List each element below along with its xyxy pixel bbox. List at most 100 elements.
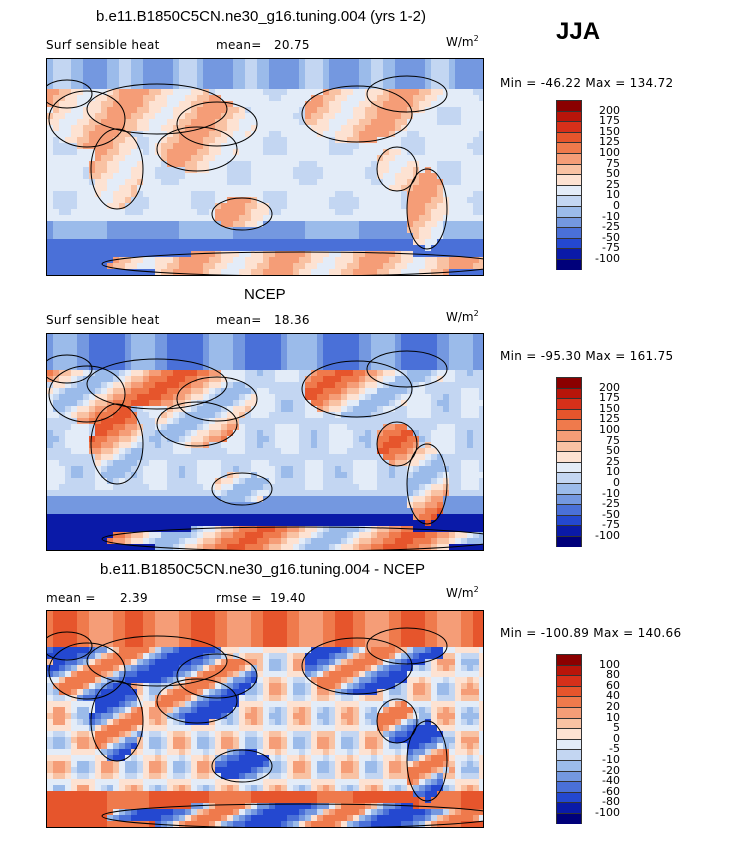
map-cell [53,430,60,437]
map-cell [95,472,102,479]
map-cell [473,89,480,96]
map-cell [209,131,216,138]
map-cell [347,155,354,162]
map-cell [395,364,402,371]
map-cell [281,508,288,515]
map-cell [185,71,192,78]
map-cell [101,215,108,222]
map-cell [257,370,264,377]
map-cell [53,394,60,401]
map-cell [59,478,66,485]
map-cell [197,388,204,395]
map-cell [383,71,390,78]
map-cell [209,340,216,347]
map-cell [329,185,336,192]
map-cell [257,358,264,365]
map-cell [215,71,222,78]
map-cell [251,382,258,389]
map-cell [95,179,102,186]
map-cell [317,448,324,455]
map-cell [257,83,264,90]
map-cell [83,502,90,509]
map-cell [377,376,384,383]
map-cell [311,203,318,210]
map-cell [269,412,276,419]
map-cell [275,233,282,240]
map-cell [179,412,186,419]
map-cell [377,89,384,96]
map-cell [137,209,144,216]
map-cell [227,394,234,401]
map-cell [341,382,348,389]
map-cell [413,155,420,162]
map-cell [239,430,246,437]
map-cell [47,502,54,509]
map-cell [137,418,144,425]
map-cell [365,113,372,120]
colorbar-box [556,163,582,175]
map-cell [395,376,402,383]
map-cell [431,203,438,210]
map-cell [389,107,396,114]
map-cell [341,269,348,275]
map-cell [143,143,150,150]
map-cell [365,514,372,521]
map-cell [131,400,138,407]
map-cell [161,448,168,455]
map-cell [467,269,474,275]
map-cell [227,412,234,419]
map-cell [215,388,222,395]
map-cell [401,496,408,503]
map-cell [353,155,360,162]
map-cell [131,460,138,467]
map-cell [257,418,264,425]
map-cell [125,101,132,108]
map-cell [59,520,66,527]
map-cell [425,334,432,341]
map-cell [257,508,264,515]
map-cell [131,59,138,66]
map-cell [395,185,402,192]
map-cell [407,430,414,437]
map-cell [227,71,234,78]
map-cell [413,376,420,383]
map-cell [401,490,408,497]
map-cell [431,406,438,413]
map-cell [239,179,246,186]
map-cell [263,245,270,252]
map-cell [197,430,204,437]
map-cell [89,83,96,90]
map-cell [431,490,438,497]
map-cell [83,388,90,395]
map-cell [425,466,432,473]
map-cell [47,496,54,503]
map-cell [269,161,276,168]
map-cell [377,454,384,461]
map-cell [401,209,408,216]
map-cell [185,197,192,204]
map-cell [71,436,78,443]
map-cell [137,508,144,515]
map-cell [335,161,342,168]
map-cell [227,221,234,228]
map-cell [269,167,276,174]
map-cell [353,370,360,377]
map-cell [167,149,174,156]
map-cell [431,107,438,114]
map-cell [239,508,246,515]
map-cell [95,77,102,84]
map-cell [455,257,462,264]
map-cell [125,412,132,419]
map-cell [125,89,132,96]
map-cell [179,197,186,204]
map-cell [101,400,108,407]
map-cell [113,191,120,198]
map-cell [317,233,324,240]
map-cell [443,71,450,78]
map-cell [359,161,366,168]
map-cell [263,227,270,234]
map-cell [311,245,318,252]
map-cell [269,442,276,449]
variable-label: Surf sensible heat [46,313,160,327]
map-cell [89,346,96,353]
